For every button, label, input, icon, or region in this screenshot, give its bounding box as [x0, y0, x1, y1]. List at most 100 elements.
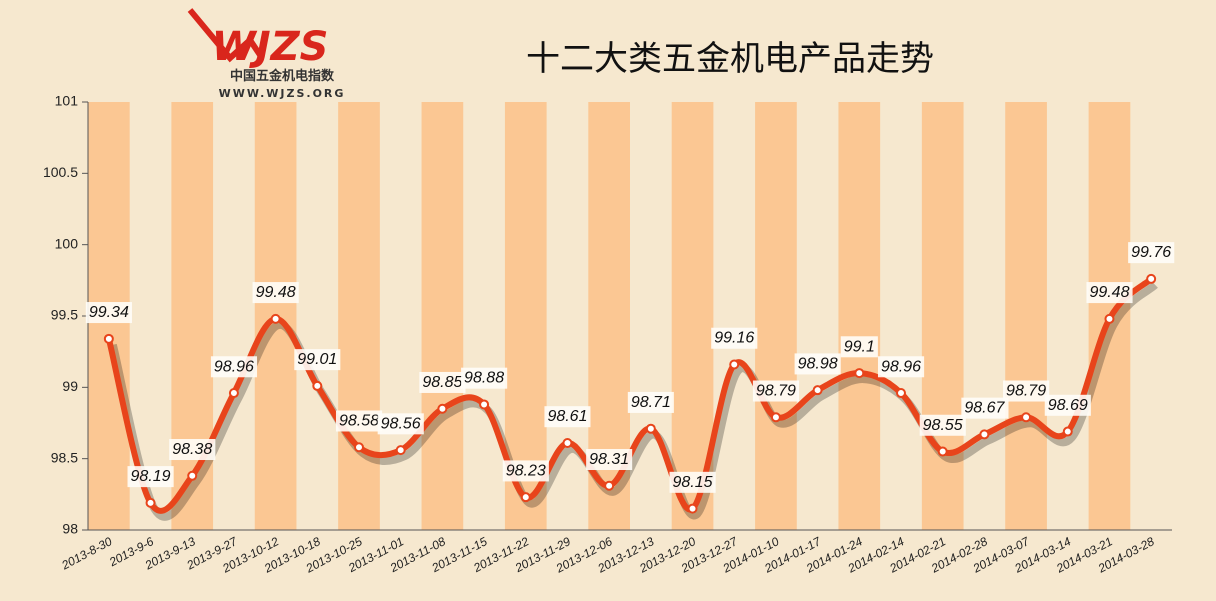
logo-url: WWW.WJZS.ORG	[219, 87, 346, 100]
stripe	[1005, 102, 1047, 530]
point	[270, 313, 281, 324]
point	[770, 412, 781, 423]
value-label: 98.61	[547, 408, 587, 425]
value-label: 98.96	[214, 358, 254, 375]
value-label-box	[377, 413, 424, 435]
value-label-box	[127, 466, 174, 488]
y-tick-label: 100.5	[43, 164, 78, 180]
value-label: 98.23	[506, 462, 546, 479]
point	[937, 446, 948, 457]
value-label-box	[752, 380, 800, 402]
value-label: 98.79	[756, 383, 796, 400]
y-tick-label: 101	[55, 93, 79, 109]
point	[812, 385, 823, 396]
value-label-box	[794, 353, 841, 375]
point	[604, 480, 615, 491]
value-label-box	[1044, 394, 1091, 416]
value-label: 98.58	[339, 412, 379, 429]
y-tick-label: 98	[62, 521, 78, 537]
value-label: 99.34	[89, 304, 129, 321]
value-label: 98.56	[381, 415, 421, 432]
value-label: 98.67	[964, 400, 1005, 417]
point	[979, 429, 990, 440]
point	[187, 470, 198, 481]
value-label-box	[1003, 380, 1050, 402]
point	[1062, 426, 1073, 437]
point	[854, 368, 865, 379]
stripe	[838, 102, 881, 530]
value-label-box	[210, 356, 258, 378]
value-label-box	[1128, 242, 1175, 264]
value-label-box	[252, 282, 299, 304]
point	[103, 333, 114, 344]
line-shadow	[108, 281, 1158, 521]
value-label-box	[669, 471, 716, 493]
logo-arrow	[187, 8, 263, 63]
value-label: 99.76	[1131, 244, 1171, 261]
stripe	[421, 102, 464, 530]
point	[354, 442, 364, 453]
point	[562, 437, 573, 448]
stripe	[338, 102, 380, 530]
value-label-box	[586, 448, 633, 471]
stripe	[755, 102, 797, 530]
point	[520, 492, 531, 503]
y-tick-label: 99	[62, 378, 78, 394]
point	[145, 497, 156, 508]
point	[228, 388, 239, 399]
point	[312, 380, 323, 391]
value-label: 98.15	[673, 474, 713, 491]
y-tick-label: 98.5	[51, 449, 78, 465]
value-label: 98.31	[589, 451, 629, 468]
y-tick-label: 100	[55, 235, 79, 251]
value-label-box	[294, 349, 341, 371]
value-label: 98.85	[422, 374, 462, 391]
value-label: 98.38	[172, 441, 212, 458]
value-label-box	[502, 460, 549, 482]
point	[437, 403, 448, 414]
value-label-box	[85, 302, 132, 324]
value-label-box	[169, 439, 216, 461]
point	[729, 359, 740, 370]
point	[1146, 273, 1157, 284]
value-label-box	[461, 367, 508, 389]
value-label-box	[627, 391, 674, 413]
point	[687, 503, 698, 514]
value-label: 99.48	[1089, 284, 1129, 301]
point	[1104, 313, 1115, 324]
point	[395, 445, 406, 456]
point	[645, 423, 656, 434]
series-line	[105, 276, 1154, 514]
y-tick-label: 99.5	[51, 307, 78, 323]
point	[479, 399, 490, 410]
value-label: 98.79	[1006, 383, 1046, 400]
value-label: 98.71	[631, 394, 671, 411]
stripe	[504, 102, 547, 530]
value-label-box	[544, 406, 591, 428]
value-label: 98.55	[923, 417, 963, 434]
chart-title: 十二大类五金机电产品走势	[526, 39, 934, 79]
value-label: 99.48	[256, 284, 296, 301]
value-label: 98.69	[1048, 397, 1088, 414]
value-label: 98.96	[881, 358, 921, 375]
value-label: 98.98	[798, 355, 838, 372]
value-label: 99.1	[844, 338, 875, 355]
value-label: 98.19	[131, 468, 171, 485]
value-label-box	[1086, 282, 1133, 304]
stripe	[921, 102, 964, 530]
value-label: 99.16	[714, 330, 754, 347]
value-label-box	[335, 410, 383, 432]
value-label-box	[711, 327, 758, 349]
logo-mark: WJZS	[212, 24, 329, 70]
value-label-box	[419, 371, 466, 393]
value-label: 98.88	[464, 370, 504, 387]
value-label-box	[840, 336, 878, 358]
value-label-box	[961, 397, 1009, 419]
point	[896, 388, 906, 399]
point	[1021, 412, 1032, 423]
value-label-box	[919, 414, 966, 436]
value-label-box	[877, 356, 925, 378]
value-label: 99.01	[297, 351, 337, 368]
logo-name: 中国五金机电指数	[230, 68, 335, 84]
